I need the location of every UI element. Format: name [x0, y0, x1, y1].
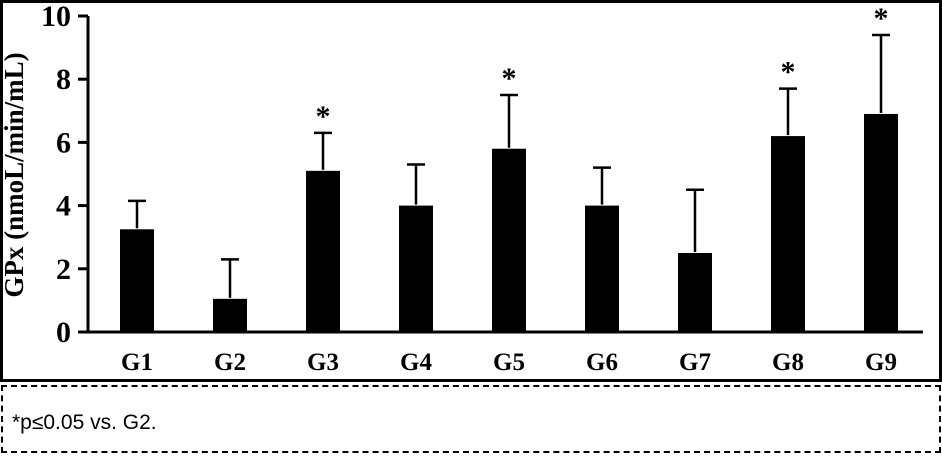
y-tick-label: 6 — [56, 126, 71, 159]
x-category-label: G6 — [586, 349, 618, 376]
y-axis-title: GPx (nmoL/min/mL) — [3, 52, 29, 297]
bar-G8 — [771, 136, 805, 332]
bar-G3 — [306, 170, 340, 332]
x-category-label: G2 — [214, 349, 246, 376]
x-category-label: G7 — [679, 349, 711, 376]
footnote-box: *p≤0.05 vs. G2. — [1, 385, 941, 453]
bar-G7 — [678, 253, 712, 332]
significance-asterisk: * — [781, 56, 796, 89]
bar-G1 — [120, 229, 154, 332]
significance-asterisk: * — [874, 3, 889, 35]
y-tick-label: 0 — [56, 316, 71, 349]
x-category-label: G8 — [772, 349, 804, 376]
y-tick-label: 10 — [41, 3, 71, 33]
x-category-label: G1 — [121, 349, 153, 376]
bar-G6 — [585, 205, 619, 332]
y-tick-label: 4 — [56, 190, 71, 223]
y-tick-label: 8 — [56, 63, 71, 96]
bar-chart-svg: 0 2 4 6 8 10 G1 G2 * G3 G4 * G5 G6 G7 * G8 * G9 GPx (nmoL/m… — [3, 3, 923, 376]
bar-chart-area: 0 2 4 6 8 10 G1 G2 * G3 G4 * G5 G6 G7 * G8 * G9 GPx (nmoL/m… — [0, 0, 942, 382]
significance-asterisk: * — [316, 100, 331, 133]
x-category-label: G4 — [400, 349, 432, 376]
bar-G5 — [492, 148, 526, 332]
y-tick-label: 2 — [56, 253, 71, 286]
bar-G9 — [864, 113, 898, 333]
bar-G2 — [213, 298, 247, 332]
footnote-text: *p≤0.05 vs. G2. — [12, 411, 157, 434]
significance-asterisk: * — [502, 62, 517, 95]
x-category-label: G5 — [493, 349, 525, 376]
x-category-label: G3 — [307, 349, 339, 376]
bar-G4 — [399, 205, 433, 332]
x-category-label: G9 — [865, 349, 897, 376]
